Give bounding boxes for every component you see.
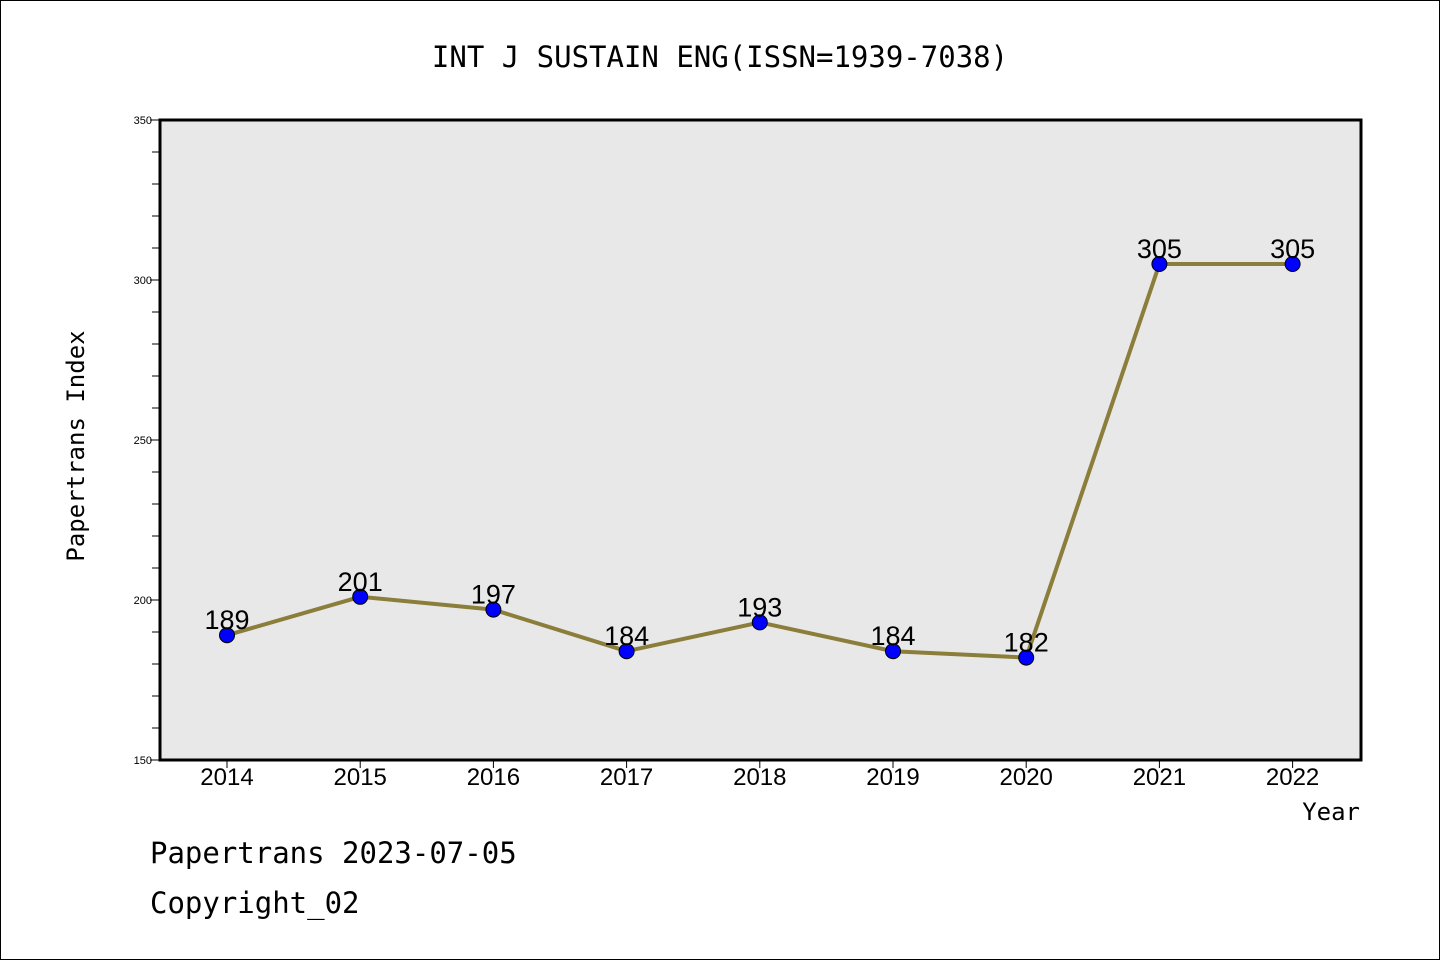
data-point	[1284, 256, 1301, 272]
footer-date: Papertrans 2023-07-05	[150, 836, 517, 870]
data-label: 197	[471, 580, 516, 610]
y-tick-label: 300	[134, 275, 152, 287]
x-tick-label: 2017	[600, 764, 653, 791]
data-point	[485, 601, 502, 618]
y-tick-label: 200	[134, 595, 152, 607]
plot-area	[158, 118, 1363, 762]
x-tick-label: 2014	[200, 764, 253, 791]
data-point	[1151, 256, 1168, 272]
x-tick-label: 2022	[1266, 764, 1319, 791]
y-axis: 150 200 250 300 350	[134, 115, 160, 767]
footer-copyright: Copyright_02	[150, 886, 360, 920]
data-point	[751, 614, 768, 631]
data-point	[219, 627, 235, 644]
data-label: 193	[737, 592, 782, 622]
data-label: 184	[604, 621, 649, 651]
data-label: 305	[1137, 234, 1182, 264]
x-tick-label: 2018	[733, 764, 786, 791]
series-papertrans-index: 189 201 197 184 193 184 182 305 305	[204, 234, 1315, 666]
data-label: 201	[338, 567, 383, 597]
data-point	[885, 643, 901, 660]
data-label: 189	[204, 605, 249, 635]
data-point	[352, 588, 369, 605]
y-tick-label: 150	[134, 755, 152, 767]
data-label: 182	[1004, 628, 1049, 658]
x-tick-label: 2016	[467, 764, 520, 791]
x-tick-label: 2020	[1000, 764, 1053, 791]
y-tick-label: 350	[134, 115, 152, 127]
data-label: 305	[1270, 234, 1315, 264]
data-point	[1018, 649, 1035, 666]
x-tick-label: 2021	[1133, 764, 1186, 791]
x-tick-label: 2015	[334, 764, 387, 791]
data-label: 184	[870, 621, 915, 651]
y-tick-label: 250	[134, 435, 152, 447]
x-tick-label: 2019	[866, 764, 919, 791]
chart-title: INT J SUSTAIN ENG(ISSN=1939-7038)	[432, 40, 1008, 74]
x-axis-label: Year	[1302, 798, 1360, 826]
y-axis-label: Papertrans Index	[62, 330, 90, 561]
data-point	[618, 643, 635, 660]
x-axis: 2014 2015 2016 2017 2018 2019 2020 2021 2022	[200, 760, 1319, 791]
